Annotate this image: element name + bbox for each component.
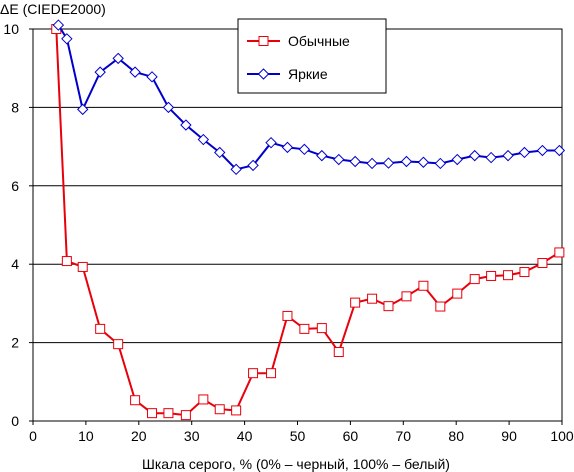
y-axis-title: ΔE (CIEDE2000) xyxy=(0,1,106,17)
data-point xyxy=(214,146,226,159)
y-tick-label: 10 xyxy=(3,21,19,37)
data-point xyxy=(282,310,293,321)
data-point xyxy=(163,408,174,419)
data-point xyxy=(350,297,361,308)
data-point xyxy=(248,368,259,379)
data-point xyxy=(333,347,344,358)
legend-label: Обычные xyxy=(288,33,350,49)
x-axis-title: Шкала серого, % (0% – черный, 100% – бел… xyxy=(142,456,450,472)
data-point xyxy=(485,151,497,164)
data-point xyxy=(197,133,210,146)
data-point xyxy=(316,323,327,334)
x-tick-label: 80 xyxy=(448,428,464,444)
data-point xyxy=(129,66,141,78)
data-point xyxy=(537,258,548,269)
data-point xyxy=(113,339,124,350)
legend-box xyxy=(237,18,387,94)
data-point xyxy=(316,149,328,162)
y-tick-label: 4 xyxy=(11,256,19,272)
data-point xyxy=(95,323,106,334)
x-tick-label: 50 xyxy=(290,428,306,444)
x-tick-label: 30 xyxy=(184,428,200,444)
legend-item: Яркие xyxy=(247,66,328,82)
data-point xyxy=(146,71,158,83)
data-point xyxy=(299,323,310,334)
data-point xyxy=(519,267,530,278)
data-point xyxy=(503,270,514,281)
legend-item: Обычные xyxy=(247,33,350,49)
data-point xyxy=(180,410,191,421)
data-point xyxy=(231,405,242,416)
data-point xyxy=(349,155,361,168)
data-point xyxy=(382,157,395,169)
data-point xyxy=(77,103,89,116)
data-point xyxy=(553,144,566,157)
data-point xyxy=(230,163,242,176)
data-point xyxy=(518,146,531,159)
x-tick-label: 0 xyxy=(29,428,37,444)
data-point xyxy=(198,394,209,405)
data-point xyxy=(265,136,277,149)
data-point xyxy=(298,143,311,156)
data-point xyxy=(77,261,88,272)
data-point xyxy=(469,149,481,162)
data-point xyxy=(61,256,72,267)
data-point xyxy=(162,101,175,114)
data-point xyxy=(61,33,73,45)
series-1 xyxy=(51,24,565,421)
series-2 xyxy=(52,19,566,176)
data-point xyxy=(434,157,447,170)
data-point xyxy=(502,149,514,162)
data-point xyxy=(247,159,259,172)
x-tick-label: 70 xyxy=(396,428,412,444)
data-point xyxy=(383,301,394,312)
x-tick-label: 100 xyxy=(550,428,574,444)
data-point xyxy=(417,156,430,168)
legend-marker xyxy=(257,68,270,80)
data-point xyxy=(214,404,225,415)
x-tick-label: 20 xyxy=(131,428,147,444)
data-point xyxy=(266,368,277,379)
data-point xyxy=(486,270,497,281)
x-tick-label: 10 xyxy=(78,428,94,444)
x-tick-label: 60 xyxy=(343,428,359,444)
data-point xyxy=(418,280,429,291)
data-point xyxy=(452,288,463,299)
data-point xyxy=(130,395,141,406)
data-point xyxy=(94,66,106,78)
x-tick-label: 40 xyxy=(237,428,253,444)
data-point xyxy=(536,144,549,157)
x-tick-label: 90 xyxy=(501,428,517,444)
data-point xyxy=(147,408,158,419)
data-point xyxy=(281,141,294,154)
series xyxy=(51,19,566,421)
data-point xyxy=(180,119,192,131)
y-tick-label: 2 xyxy=(11,335,19,351)
legend-marker xyxy=(258,36,269,46)
data-point xyxy=(554,247,565,258)
y-tick-label: 6 xyxy=(11,178,19,194)
data-point xyxy=(401,291,412,302)
data-point xyxy=(367,293,378,304)
data-point xyxy=(451,153,463,166)
data-point xyxy=(400,155,413,168)
legend-label: Яркие xyxy=(288,66,328,82)
data-point xyxy=(435,301,446,312)
data-point xyxy=(112,52,124,65)
y-tick-label: 0 xyxy=(11,413,19,429)
y-tick-label: 8 xyxy=(11,99,19,115)
data-point xyxy=(52,19,65,31)
data-point xyxy=(469,274,480,285)
data-point xyxy=(366,157,378,170)
data-point xyxy=(333,153,345,166)
legend: Обычные Яркие xyxy=(237,18,387,94)
